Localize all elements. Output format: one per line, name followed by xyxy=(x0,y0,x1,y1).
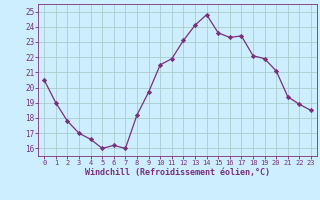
X-axis label: Windchill (Refroidissement éolien,°C): Windchill (Refroidissement éolien,°C) xyxy=(85,168,270,177)
